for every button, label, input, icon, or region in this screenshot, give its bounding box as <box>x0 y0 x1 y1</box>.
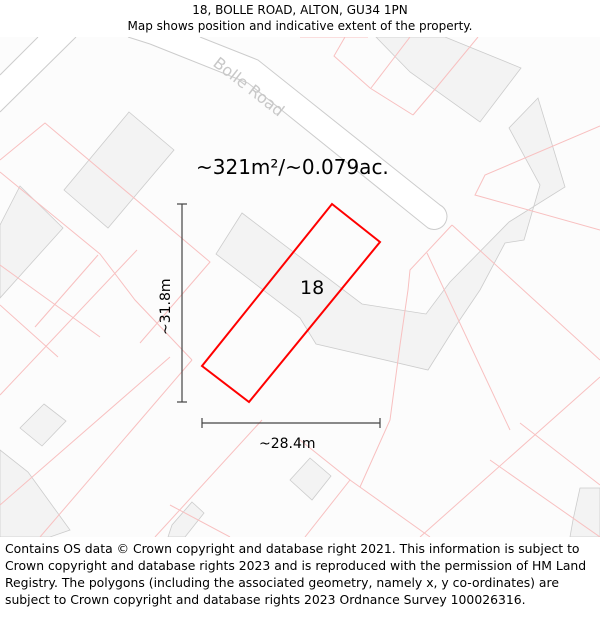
bolle-road <box>127 37 448 230</box>
side-road <box>0 37 77 113</box>
property-map[interactable]: Bolle Road ~321m²/~0.079ac. 18 ~31.8m ~2… <box>0 37 600 537</box>
buildings <box>0 37 600 537</box>
horizontal-dimension-label: ~28.4m <box>259 436 316 452</box>
parcel-boundaries <box>0 37 600 537</box>
attribution-footer: Contains OS data © Crown copyright and d… <box>0 537 600 625</box>
horizontal-dimension <box>201 418 381 428</box>
plot-number-label: 18 <box>300 277 324 299</box>
map-canvas: Bolle Road ~321m²/~0.079ac. 18 ~31.8m ~2… <box>0 37 600 537</box>
vertical-dimension <box>177 203 187 403</box>
attribution-text: Contains OS data © Crown copyright and d… <box>5 541 587 607</box>
vertical-dimension-label: ~31.8m <box>158 278 174 335</box>
area-label: ~321m²/~0.079ac. <box>196 155 389 179</box>
property-address-title: 18, BOLLE ROAD, ALTON, GU34 1PN <box>192 3 408 17</box>
map-subtitle: Map shows position and indicative extent… <box>127 19 473 33</box>
property-boundary[interactable] <box>200 202 382 404</box>
map-header: 18, BOLLE ROAD, ALTON, GU34 1PN Map show… <box>0 0 600 37</box>
